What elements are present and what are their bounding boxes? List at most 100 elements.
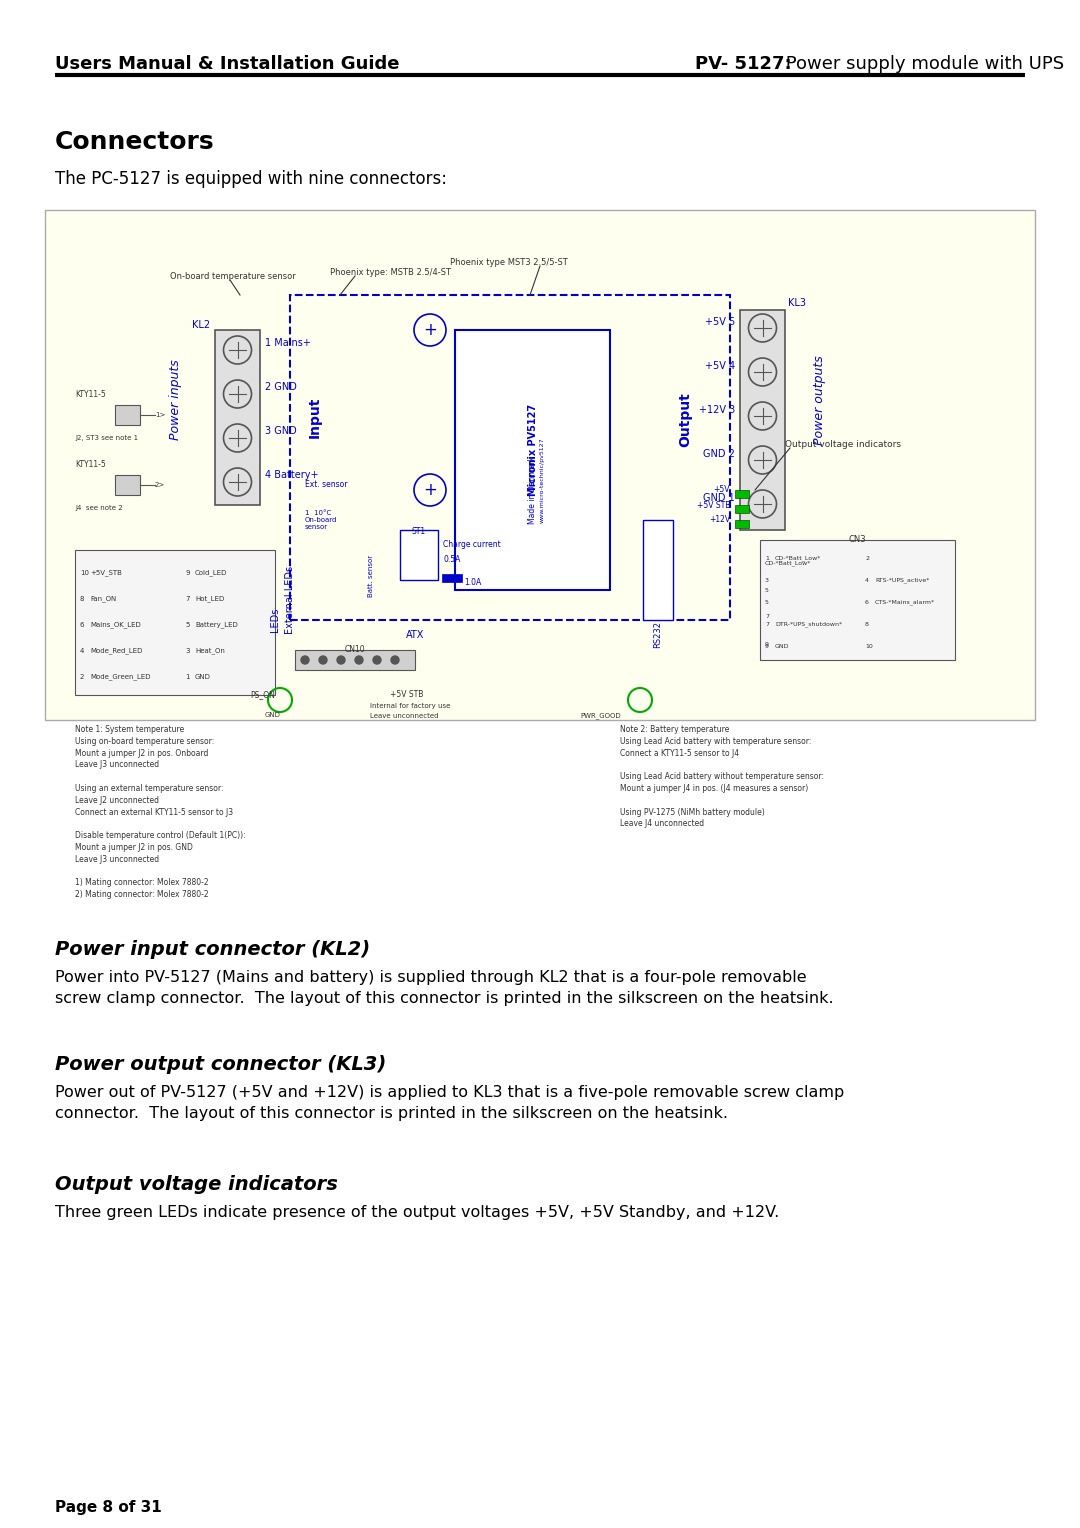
Bar [400,530,438,581]
Bar [455,330,610,590]
Text: 9: 9 [185,570,189,576]
Text: DTR-*UPS_shutdown*: DTR-*UPS_shutdown* [775,622,842,626]
Text: GND: GND [195,674,211,680]
Text: 7: 7 [765,622,769,626]
Text: +: + [423,481,437,500]
Text: Cold_LED: Cold_LED [195,570,228,576]
Text: Hot_LED: Hot_LED [195,596,225,602]
Text: Power into PV-5127 (Mains and battery) is supplied through KL2 that is a four-po: Power into PV-5127 (Mains and battery) i… [55,970,834,1005]
Text: Charge current: Charge current [443,539,501,549]
Text: 5: 5 [185,622,189,628]
Text: KL2: KL2 [192,319,210,330]
Bar [740,310,785,530]
Text: On-board temperature sensor: On-board temperature sensor [170,272,296,281]
Text: 1.0A: 1.0A [464,578,482,587]
Bar [291,295,730,620]
Text: The PC-5127 is equipped with nine connectors:: The PC-5127 is equipped with nine connec… [55,170,447,188]
Text: PS_ON: PS_ON [249,691,275,698]
Text: +5V STB: +5V STB [390,691,423,698]
Text: 5: 5 [765,587,769,593]
Text: J4  see note 2: J4 see note 2 [75,504,123,510]
Text: ATX: ATX [406,630,424,640]
Text: Phoenix type: MSTB 2.5/4-ST: Phoenix type: MSTB 2.5/4-ST [330,267,451,277]
Text: +: + [423,321,437,339]
Circle shape [373,656,381,665]
Text: KTY11-5: KTY11-5 [75,390,106,399]
Text: 4: 4 [80,648,84,654]
Text: Ext. sensor: Ext. sensor [305,480,348,489]
Circle shape [319,656,327,665]
Bar [295,649,415,669]
Text: 4 Battery+: 4 Battery+ [265,471,319,480]
Text: Heat_On: Heat_On [195,648,225,654]
Text: +5V 5: +5V 5 [705,316,735,327]
Text: Users Manual & Installation Guide: Users Manual & Installation Guide [55,55,400,73]
Text: 5: 5 [765,599,769,605]
Text: 1 Mains+: 1 Mains+ [265,338,311,348]
Text: 1: 1 [765,556,769,561]
Text: PWR_GOOD: PWR_GOOD [580,712,621,718]
Text: Power outputs: Power outputs [813,354,826,445]
Text: Output: Output [678,393,692,448]
Text: +12V 3: +12V 3 [699,405,735,416]
Text: Power supply module with UPS: Power supply module with UPS [780,55,1064,73]
Text: Battery_LED: Battery_LED [195,622,238,628]
Text: Three green LEDs indicate presence of the output voltages +5V, +5V Standby, and : Three green LEDs indicate presence of th… [55,1206,780,1219]
Circle shape [301,656,309,665]
Text: +5V STB: +5V STB [697,501,730,509]
Text: Power input connector (KL2): Power input connector (KL2) [55,940,370,960]
Text: Made in Denmark: Made in Denmark [528,455,537,524]
Text: 6: 6 [865,599,869,605]
Text: GND 1: GND 1 [703,494,735,503]
Text: 2>: 2> [156,481,165,487]
Bar [215,330,260,504]
Text: 2: 2 [865,556,869,561]
Text: +12V: +12V [708,515,730,524]
Text: CTS-*Mains_alarm*: CTS-*Mains_alarm* [875,599,935,605]
Text: 10: 10 [80,570,89,576]
FancyBboxPatch shape [45,209,1035,720]
Text: CN3: CN3 [849,535,866,544]
Text: Mode_Red_LED: Mode_Red_LED [90,648,143,654]
Bar [760,539,955,660]
Text: 1>: 1> [156,413,165,419]
Bar [114,405,140,425]
Text: 10: 10 [865,643,873,648]
Bar [735,520,750,529]
Text: Output voltage indicators: Output voltage indicators [785,440,901,449]
Text: GND 2: GND 2 [703,449,735,458]
Text: Power inputs: Power inputs [168,359,181,440]
Text: 8: 8 [865,622,869,626]
Text: 0.5A: 0.5A [443,555,460,564]
Text: +5V_STB: +5V_STB [90,570,122,576]
Text: Mains_OK_LED: Mains_OK_LED [90,622,140,628]
Text: GND: GND [775,643,789,648]
Text: 1: 1 [185,674,189,680]
Text: Batt. sensor: Batt. sensor [368,555,374,597]
Text: 1  10°C
On-board
sensor: 1 10°C On-board sensor [305,510,337,530]
Text: Leave unconnected: Leave unconnected [370,714,438,720]
Bar [75,550,275,695]
Text: 3: 3 [185,648,189,654]
Text: Phoenix type MST3 2.5/5-ST: Phoenix type MST3 2.5/5-ST [450,258,568,267]
Text: 9: 9 [765,642,769,646]
Text: 8: 8 [80,596,84,602]
Text: 2: 2 [80,674,84,680]
Text: GND: GND [265,712,281,718]
Text: KTY11-5: KTY11-5 [75,460,106,469]
Text: J2, ST3 see note 1: J2, ST3 see note 1 [75,435,138,442]
Text: 4: 4 [865,578,869,582]
Text: CN10: CN10 [345,645,365,654]
Text: Connectors: Connectors [55,130,215,154]
Text: Internal for factory use: Internal for factory use [370,703,450,709]
Text: 3: 3 [765,578,769,582]
Text: Note 2: Battery temperature
Using Lead Acid battery with temperature sensor:
Con: Note 2: Battery temperature Using Lead A… [620,724,824,828]
Text: CD-*Batt_Low*: CD-*Batt_Low* [775,555,822,561]
Bar [114,475,140,495]
Text: PV- 5127:: PV- 5127: [696,55,792,73]
Text: RS232: RS232 [653,622,662,648]
Text: 7: 7 [765,614,769,619]
Text: Input: Input [308,397,322,439]
Text: +5V 4: +5V 4 [705,361,735,371]
Text: ST1: ST1 [411,527,427,536]
